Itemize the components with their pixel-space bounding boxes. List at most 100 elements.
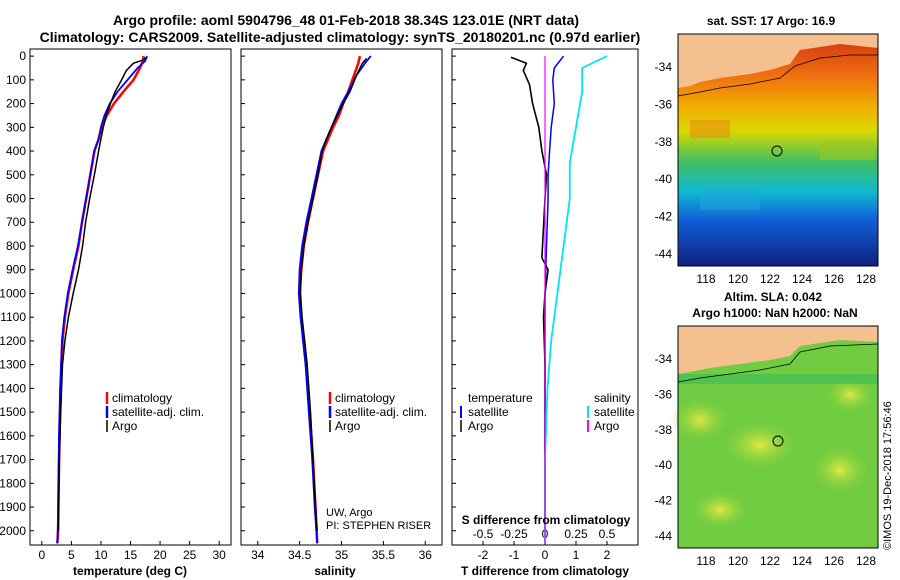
depth-tick-label: 1000	[0, 286, 26, 300]
sst-depth-contour	[677, 54, 878, 97]
depth-tick-label: 1500	[0, 405, 26, 419]
salinity-legend: climatology satellite-adj. clim. Argo UW…	[326, 391, 431, 532]
legend-t-satellite: satellite	[468, 405, 509, 419]
x-tick-label: 35.5	[372, 548, 396, 562]
map-lon-label: 118	[696, 272, 715, 286]
figure-title-line2: Climatology: CARS2009. Satellite-adjuste…	[40, 29, 641, 45]
salinity-plot: 34 34.5 35 35.5 36	[251, 55, 433, 562]
map-lat-label: -44	[655, 529, 673, 543]
x-tick-label: -1	[509, 548, 520, 562]
map-lat-label: -34	[655, 352, 673, 366]
map-lon-label: 122	[760, 554, 780, 568]
map-lon-label: 124	[792, 272, 812, 286]
map-lat-label: -40	[655, 172, 673, 186]
x-tick-label: 10	[94, 548, 108, 562]
sla-depth-contour	[677, 343, 879, 383]
x-tick-label: 2	[604, 548, 611, 562]
series-marker	[56, 541, 59, 544]
top-tick-label: 0.5	[599, 527, 616, 541]
depth-tick-label: 2000	[0, 524, 26, 538]
temperature-xlabel: temperature (deg C)	[73, 564, 187, 578]
map-lon-label: 126	[824, 272, 844, 286]
map-lon-label: 126	[824, 554, 844, 568]
map-lat-label: -38	[655, 135, 673, 149]
series-marker	[60, 339, 63, 342]
sla-map-title-line1: Altim. SLA: 0.042	[724, 290, 822, 304]
depth-tick-label: 1800	[0, 476, 26, 490]
series-argo	[299, 58, 368, 531]
map-lat-label: -42	[655, 210, 673, 224]
map-lon-label: 120	[728, 554, 748, 568]
sst-argo-marker	[771, 145, 783, 157]
depth-tick-label: 800	[6, 239, 26, 253]
x-tick-label: 36	[419, 548, 433, 562]
series-satellite-adj-clim-	[56, 55, 148, 543]
legend-argo: Argo	[335, 419, 361, 433]
top-tick-label: -0.25	[500, 527, 528, 541]
temperature-plot: 0 5 10 15 20 25 30	[38, 55, 226, 562]
salinity-xlabel: salinity	[314, 564, 356, 578]
legend-climatology: climatology	[335, 391, 395, 405]
x-tick-label: 20	[153, 548, 167, 562]
map-lon-label: 122	[760, 272, 780, 286]
x-tick-label: 1	[573, 548, 580, 562]
legend-t-argo: Argo	[468, 419, 494, 433]
depth-tick-label: 1400	[0, 381, 26, 395]
map-lat-label: -36	[655, 97, 673, 111]
x-tick-label: 0	[38, 548, 45, 562]
depth-tick-label: 200	[6, 97, 26, 111]
sst-map: sat. SST: 17 Argo: 16.9 -34 -36 -38 -40 -42 -…	[655, 14, 879, 286]
depth-tick-label: 600	[6, 192, 26, 206]
map-lon-label: 128	[856, 554, 876, 568]
depth-tick-label: 1600	[0, 429, 26, 443]
x-tick-label: 25	[183, 548, 197, 562]
sla-land	[678, 326, 878, 374]
difference-plot: -2 -1 0 1 2-0.5 -0.25 0 0.25 0.5	[473, 55, 616, 562]
series-marker	[307, 411, 310, 414]
map-lon-label: 120	[728, 272, 748, 286]
depth-tick-label: 400	[6, 144, 26, 158]
legend-satellite: satellite-adj. clim.	[335, 405, 427, 419]
series-marker	[304, 363, 307, 366]
map-lat-label: -44	[655, 247, 673, 261]
sst-land	[678, 34, 878, 88]
series-satellite-adj-clim-	[297, 55, 372, 543]
legend-s-satellite: satellite	[594, 405, 635, 419]
legend-salinity-title: salinity	[594, 391, 631, 405]
sla-map-title-line2: Argo h1000: NaN h2000: NaN	[692, 306, 857, 320]
map-lat-label: -36	[655, 387, 673, 401]
watermark: ©IMOS 19-Dec-2018 17:56:46	[882, 401, 894, 550]
series-t-argo	[510, 56, 549, 531]
series-marker	[299, 316, 302, 319]
series-s-satellite	[544, 55, 608, 543]
depth-tick-label: 500	[6, 168, 26, 182]
x-tick-label: 35	[335, 548, 349, 562]
series-marker	[302, 339, 304, 342]
x-tick-label: 15	[124, 548, 138, 562]
depth-tick-label: 900	[6, 263, 26, 277]
map-lat-label: -38	[655, 423, 673, 437]
depth-tick-label: 1900	[0, 500, 26, 514]
legend-climatology: climatology	[112, 391, 172, 405]
depth-axis: 0 100 200 300 400 500 600 700 800 900 1000 1100 1200…	[0, 49, 456, 538]
x-tick-label: 34.5	[288, 548, 312, 562]
series-marker	[66, 292, 69, 295]
legend-s-argo: Argo	[594, 419, 620, 433]
legend-satellite: satellite-adj. clim.	[112, 405, 204, 419]
sla-map: Altim. SLA: 0.042 Argo h1000: NaN h2000:…	[655, 290, 879, 568]
depth-tick-label: 300	[6, 120, 26, 134]
difference-legend: temperature satellite Argo salinity sate…	[460, 391, 635, 433]
depth-tick-label: 100	[6, 73, 26, 87]
series-marker	[297, 292, 300, 295]
depth-tick-label: 1300	[0, 358, 26, 372]
map-lat-label: -40	[655, 458, 673, 472]
x-tick-label: -2	[478, 548, 489, 562]
difference-top-xlabel: S difference from climatology	[462, 513, 631, 527]
source-note-line1: UW, Argo	[326, 507, 372, 519]
map-lon-label: 118	[696, 554, 715, 568]
depth-tick-label: 1700	[0, 453, 26, 467]
map-lat-label: -42	[655, 494, 673, 508]
temperature-legend: climatology satellite-adj. clim. Argo	[105, 391, 204, 433]
x-tick-label: 30	[212, 548, 226, 562]
